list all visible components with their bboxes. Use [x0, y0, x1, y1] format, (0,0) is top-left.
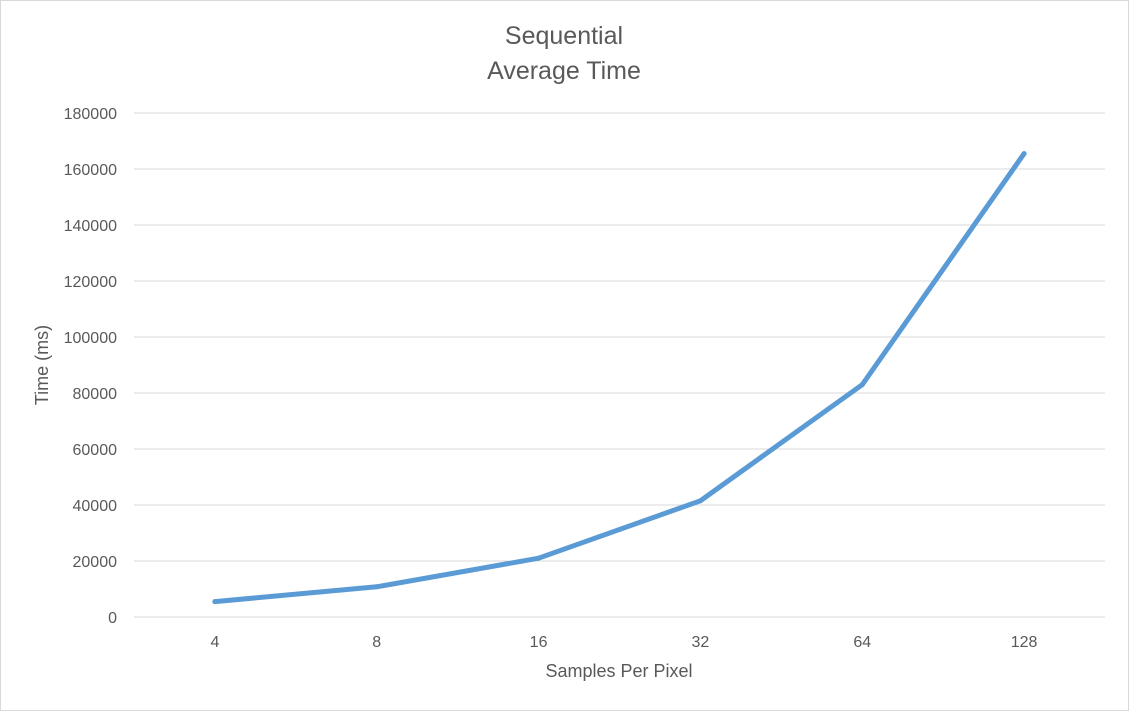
chart-title: Sequential: [505, 22, 623, 50]
y-tick-label: 180000: [64, 106, 117, 123]
x-tick-label: 16: [530, 634, 548, 651]
y-tick-label: 0: [108, 610, 117, 627]
y-tick-label: 40000: [73, 498, 118, 515]
data-point: [212, 599, 218, 605]
x-tick-label: 64: [853, 634, 871, 651]
y-tick-label: 100000: [64, 330, 117, 347]
y-tick-label: 140000: [64, 218, 117, 235]
data-point: [374, 584, 380, 590]
x-tick-label: 32: [692, 634, 710, 651]
y-axis-title: Time (ms): [32, 325, 52, 405]
y-axis-ticks: 0 20000 40000 60000 80000 100000 120000 140000 1…: [64, 106, 117, 627]
data-point: [536, 555, 542, 561]
y-tick-label: 20000: [73, 554, 118, 571]
x-tick-label: 4: [210, 634, 219, 651]
data-point: [697, 498, 703, 504]
x-tick-label: 128: [1011, 634, 1038, 651]
data-point: [859, 382, 865, 388]
series-layer: [212, 151, 1027, 605]
y-tick-label: 80000: [73, 386, 118, 403]
x-axis-ticks: 4 8 16 32 64 128: [210, 634, 1037, 651]
y-tick-label: 120000: [64, 274, 117, 291]
grid-lines: [134, 112, 1105, 618]
y-tick-label: 160000: [64, 162, 117, 179]
x-tick-label: 8: [372, 634, 381, 651]
data-point: [1021, 151, 1027, 157]
y-tick-label: 60000: [73, 442, 118, 459]
chart-subtitle: Average Time: [487, 57, 641, 85]
series-line: [212, 151, 1027, 605]
x-axis-title: Samples Per Pixel: [545, 661, 692, 681]
